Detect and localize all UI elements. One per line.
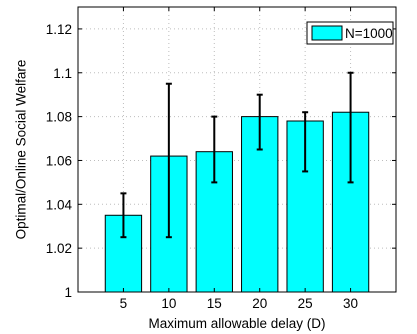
y-tick-label: 1.1 [53,66,72,81]
x-tick-label: 30 [343,296,358,311]
legend-swatch [311,25,343,41]
y-tick-labels: 1 1.02 1.04 1.06 1.08 1.1 1.12 [46,22,73,300]
x-tick-label: 15 [207,296,222,311]
legend-label: N=1000 [345,26,393,41]
y-axis-label: Optimal/Online Social Welfare [14,60,29,240]
y-tick-label: 1 [64,285,72,300]
x-tick-label: 10 [161,296,176,311]
x-tick-label: 5 [120,296,128,311]
y-tick-label: 1.02 [46,241,72,256]
y-tick-label: 1.12 [46,22,72,37]
x-tick-label: 20 [252,296,267,311]
legend: N=1000 [306,21,394,45]
x-axis-label: Maximum allowable delay (D) [148,316,325,331]
x-tick-labels: 5 10 15 20 25 30 [120,296,358,311]
x-tick-label: 25 [298,296,313,311]
y-tick-label: 1.06 [46,153,72,168]
y-tick-label: 1.08 [46,110,72,125]
y-tick-label: 1.04 [46,197,73,212]
bars [104,111,370,293]
plot-frame [77,6,397,293]
error-bars [120,71,354,239]
